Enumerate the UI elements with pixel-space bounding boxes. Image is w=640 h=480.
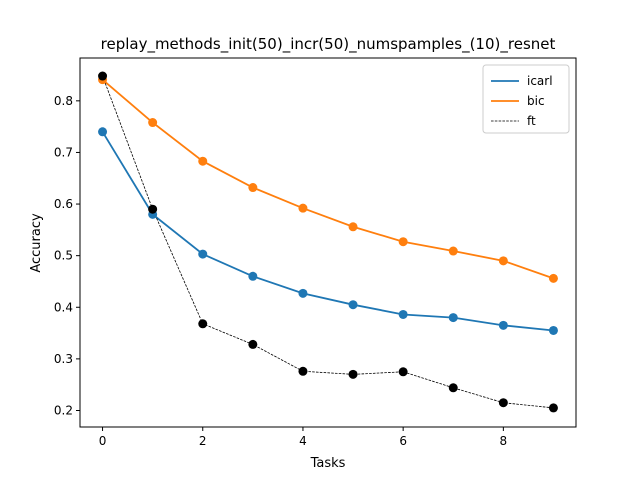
x-tick-label-6: 6 [399,434,407,448]
data-point-icarl-7 [448,313,458,323]
data-point-bic-1 [148,118,158,128]
data-point-icarl-9 [548,325,558,335]
data-point-ft-7 [448,383,458,393]
data-point-ft-0 [98,71,108,81]
data-point-bic-6 [398,237,408,247]
data-point-icarl-2 [198,249,208,259]
data-point-bic-4 [298,203,308,213]
data-point-ft-3 [248,339,258,349]
data-point-ft-1 [148,204,158,214]
data-point-bic-9 [548,273,558,283]
legend-label-icarl: icarl [527,74,553,88]
data-point-ft-5 [348,369,358,379]
legend-box [482,64,570,134]
x-axis-label: Tasks [310,456,346,471]
y-tick-label-0.4: 0.4 [54,300,73,314]
y-tick-label-0.2: 0.2 [54,403,73,417]
y-tick-label-0.6: 0.6 [54,197,73,211]
data-point-ft-4 [298,366,308,376]
x-tick-label-0: 0 [99,434,107,448]
y-axis-label: Accuracy [29,213,44,273]
data-point-icarl-5 [348,300,358,310]
data-point-ft-9 [548,403,558,413]
x-tick-label-2: 2 [199,434,207,448]
data-point-bic-3 [248,183,258,193]
series-line-bic [101,78,554,280]
legend-label-bic: bic [527,94,545,108]
series-line-ft [102,75,554,409]
plot-frame [79,57,577,428]
data-point-ft-6 [398,367,408,377]
data-point-bic-2 [198,156,208,166]
data-point-bic-8 [498,256,508,266]
plot-area: 0 2 4 6 8 0.2 0.3 0.4 0.5 0.6 0.7 0.8 [54,57,577,448]
legend: icarl bic ft [482,64,570,134]
series-line-icarl [101,131,554,332]
data-point-bic-5 [348,222,358,232]
y-tick-label-0.5: 0.5 [54,249,73,263]
chart-title: replay_methods_init(50)_incr(50)_numspam… [101,35,556,54]
data-point-icarl-8 [498,320,508,330]
data-point-ft-8 [498,398,508,408]
data-point-icarl-0 [98,127,108,137]
legend-label-ft: ft [527,114,536,128]
data-point-icarl-3 [248,271,258,281]
y-tick-label-0.8: 0.8 [54,94,73,108]
data-point-icarl-6 [398,309,408,319]
data-point-ft-2 [198,319,208,329]
data-point-bic-7 [448,246,458,256]
data-point-icarl-4 [298,288,308,298]
y-tick-label-0.3: 0.3 [54,352,73,366]
y-tick-label-0.7: 0.7 [54,145,73,159]
x-tick-label-4: 4 [299,434,307,448]
x-tick-label-8: 8 [500,434,508,448]
